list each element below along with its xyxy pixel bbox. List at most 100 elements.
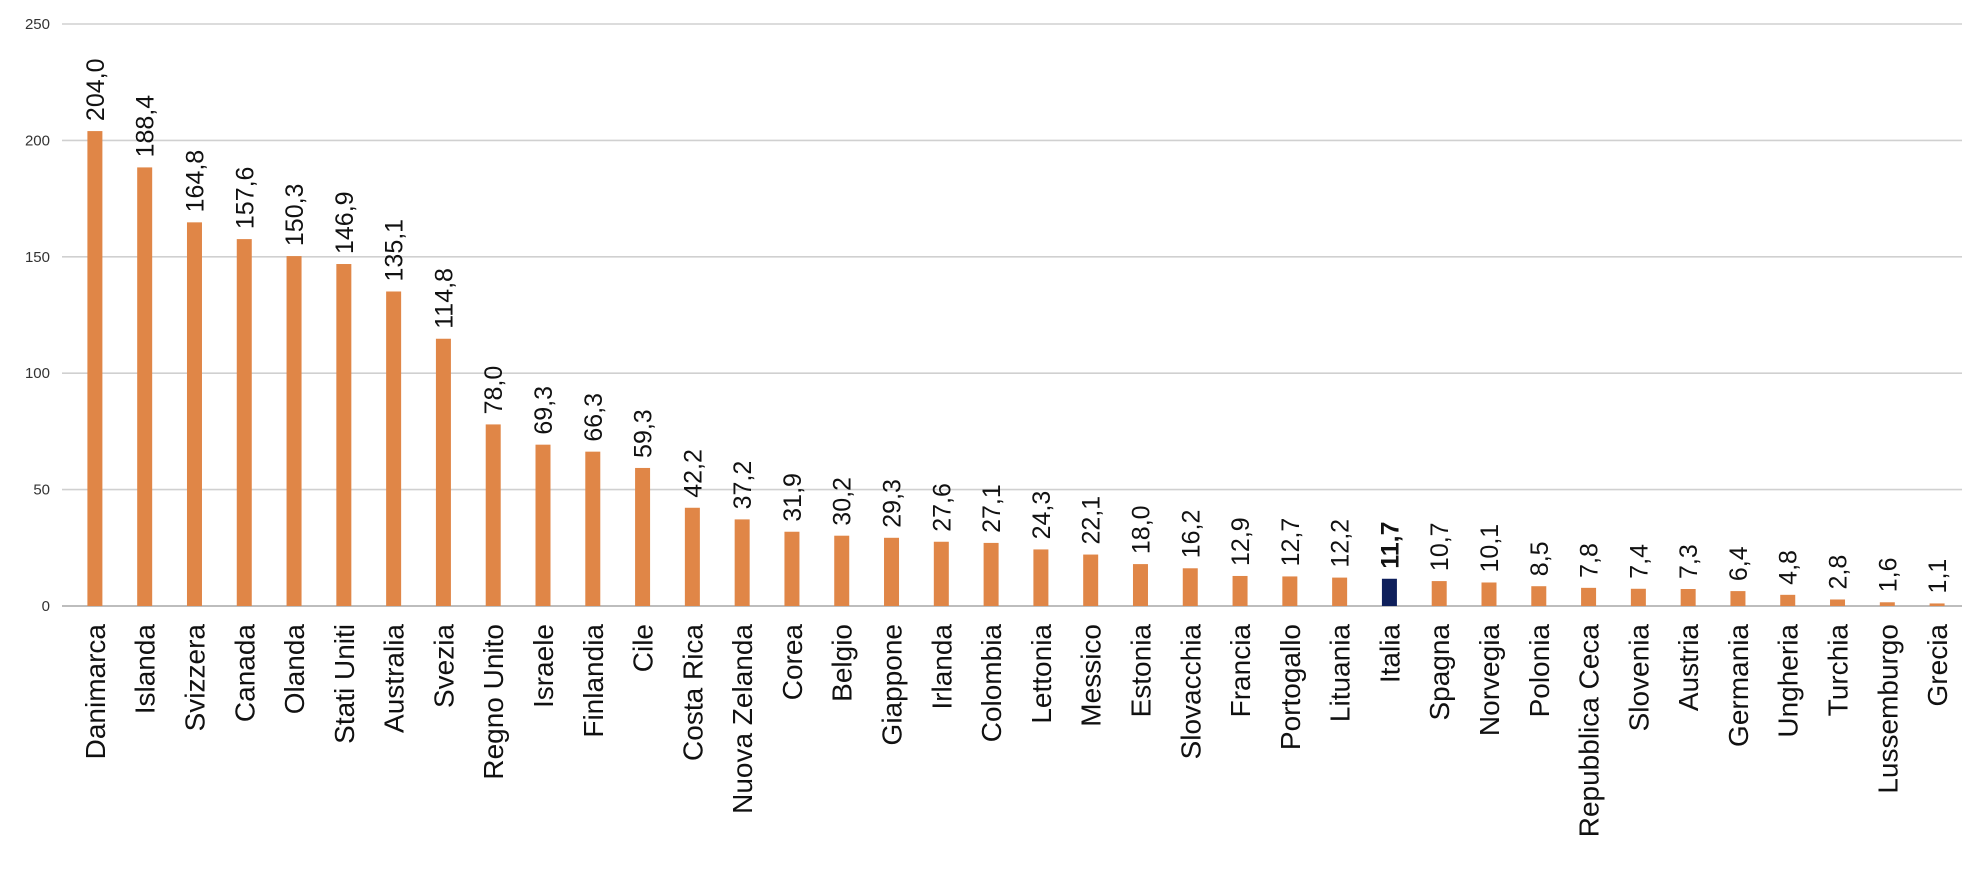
category-label: Irlanda [926, 624, 957, 710]
data-label: 29,3 [879, 479, 907, 528]
category-label: Colombia [976, 624, 1007, 743]
category-label: Portogallo [1275, 624, 1306, 750]
y-tick-label: 100 [25, 365, 50, 382]
category-label: Lettonia [1026, 624, 1057, 724]
data-label: 37,2 [729, 461, 757, 510]
data-label: 10,7 [1426, 522, 1454, 571]
data-label: 4,8 [1775, 550, 1803, 585]
data-label: 7,3 [1675, 544, 1703, 579]
data-label: 18,0 [1127, 505, 1155, 554]
bar-belgio [834, 535, 850, 606]
bar-turchia [1830, 599, 1846, 606]
data-label: 16,2 [1177, 510, 1205, 559]
bar-finlandia [585, 451, 601, 606]
bar-svezia [435, 338, 451, 606]
category-label: Estonia [1125, 624, 1156, 718]
category-label: Olanda [279, 624, 310, 715]
category-label: Regno Unito [478, 624, 509, 780]
bar-austria [1680, 589, 1696, 606]
data-label: 59,3 [630, 409, 658, 458]
data-label: 78,0 [480, 366, 508, 415]
bar-nuova-zelanda [734, 519, 750, 606]
category-label: Islanda [130, 624, 161, 715]
data-label: 1,1 [1924, 559, 1952, 594]
bar-lussemburgo [1879, 602, 1895, 606]
bar-canada [236, 239, 252, 607]
category-label: Turchia [1823, 624, 1854, 717]
bars [87, 131, 1945, 607]
data-label: 10,1 [1476, 524, 1504, 573]
bar-israele [535, 444, 551, 606]
category-label: Slovacchia [1175, 624, 1206, 760]
y-tick-label: 150 [25, 249, 50, 266]
bar-cile [635, 467, 651, 606]
category-label: Svezia [428, 624, 459, 708]
bar-regno-unito [485, 424, 501, 606]
category-label: Lussemburgo [1872, 624, 1903, 794]
category-label: Israele [528, 624, 559, 708]
bar-islanda [137, 167, 153, 607]
data-label: 22,1 [1078, 496, 1106, 545]
data-label: 204,0 [82, 59, 110, 122]
bar-giappone [884, 537, 900, 606]
bar-grecia [1929, 603, 1945, 606]
data-label: 69,3 [530, 386, 558, 435]
category-label: Svizzera [179, 624, 210, 732]
bar-lettonia [1033, 549, 1049, 606]
bar-portogallo [1282, 576, 1298, 606]
category-label: Francia [1225, 624, 1256, 718]
data-label: 146,9 [331, 191, 359, 254]
data-label: 11,7 [1376, 521, 1404, 568]
y-tick-label: 50 [33, 482, 50, 499]
data-label: 2,8 [1825, 555, 1853, 590]
data-label: 27,6 [928, 483, 956, 532]
category-label: Stati Uniti [329, 624, 360, 744]
category-label: Costa Rica [677, 624, 708, 761]
bar-slovenia [1630, 588, 1646, 606]
y-tick-label: 200 [25, 132, 50, 149]
category-label: Messico [1076, 624, 1107, 727]
category-label: Italia [1374, 624, 1405, 684]
data-label: 7,4 [1625, 544, 1653, 579]
data-label: 7,8 [1576, 543, 1604, 578]
data-label: 8,5 [1526, 541, 1554, 576]
bar-italia [1381, 578, 1397, 606]
data-label: 1,6 [1874, 558, 1902, 593]
category-label: Belgio [827, 624, 858, 702]
bar-messico [1083, 554, 1099, 606]
bar-estonia [1132, 564, 1148, 606]
data-label: 30,2 [829, 477, 857, 526]
data-label: 66,3 [580, 393, 608, 442]
category-label: Lituania [1325, 624, 1356, 723]
data-label: 135,1 [381, 219, 409, 282]
data-label: 12,7 [1277, 518, 1305, 567]
bar-francia [1232, 575, 1248, 606]
bar-ungheria [1780, 594, 1796, 606]
data-label: 12,9 [1227, 517, 1255, 566]
category-label: Germania [1723, 624, 1754, 747]
category-label: Ungheria [1773, 624, 1804, 738]
category-label: Danimarca [80, 624, 111, 760]
data-label: 157,6 [231, 167, 259, 230]
category-label: Norvegia [1474, 624, 1505, 736]
data-label: 27,1 [978, 484, 1006, 533]
y-tick-label: 0 [42, 598, 50, 615]
y-axis-ticks: 0 50 100 150 200 250 [25, 16, 50, 615]
bar-germania [1730, 591, 1746, 606]
category-label: Australia [379, 624, 410, 733]
bar-polonia [1531, 586, 1547, 606]
data-label: 6,4 [1725, 546, 1753, 581]
bar-corea [784, 531, 800, 606]
data-labels: 204,0 188,4 164,8 157,6 150,3 146,9 135,1 114,8… [82, 59, 1952, 594]
bar-spagna [1431, 581, 1447, 606]
data-label: 150,3 [281, 184, 309, 247]
category-label: Corea [777, 624, 808, 701]
bar-danimarca [87, 131, 103, 606]
category-label: Repubblica Ceca [1574, 624, 1605, 838]
bar-norvegia [1481, 582, 1497, 606]
data-label: 42,2 [679, 449, 707, 498]
data-label: 24,3 [1028, 491, 1056, 540]
category-label: Slovenia [1623, 624, 1654, 732]
